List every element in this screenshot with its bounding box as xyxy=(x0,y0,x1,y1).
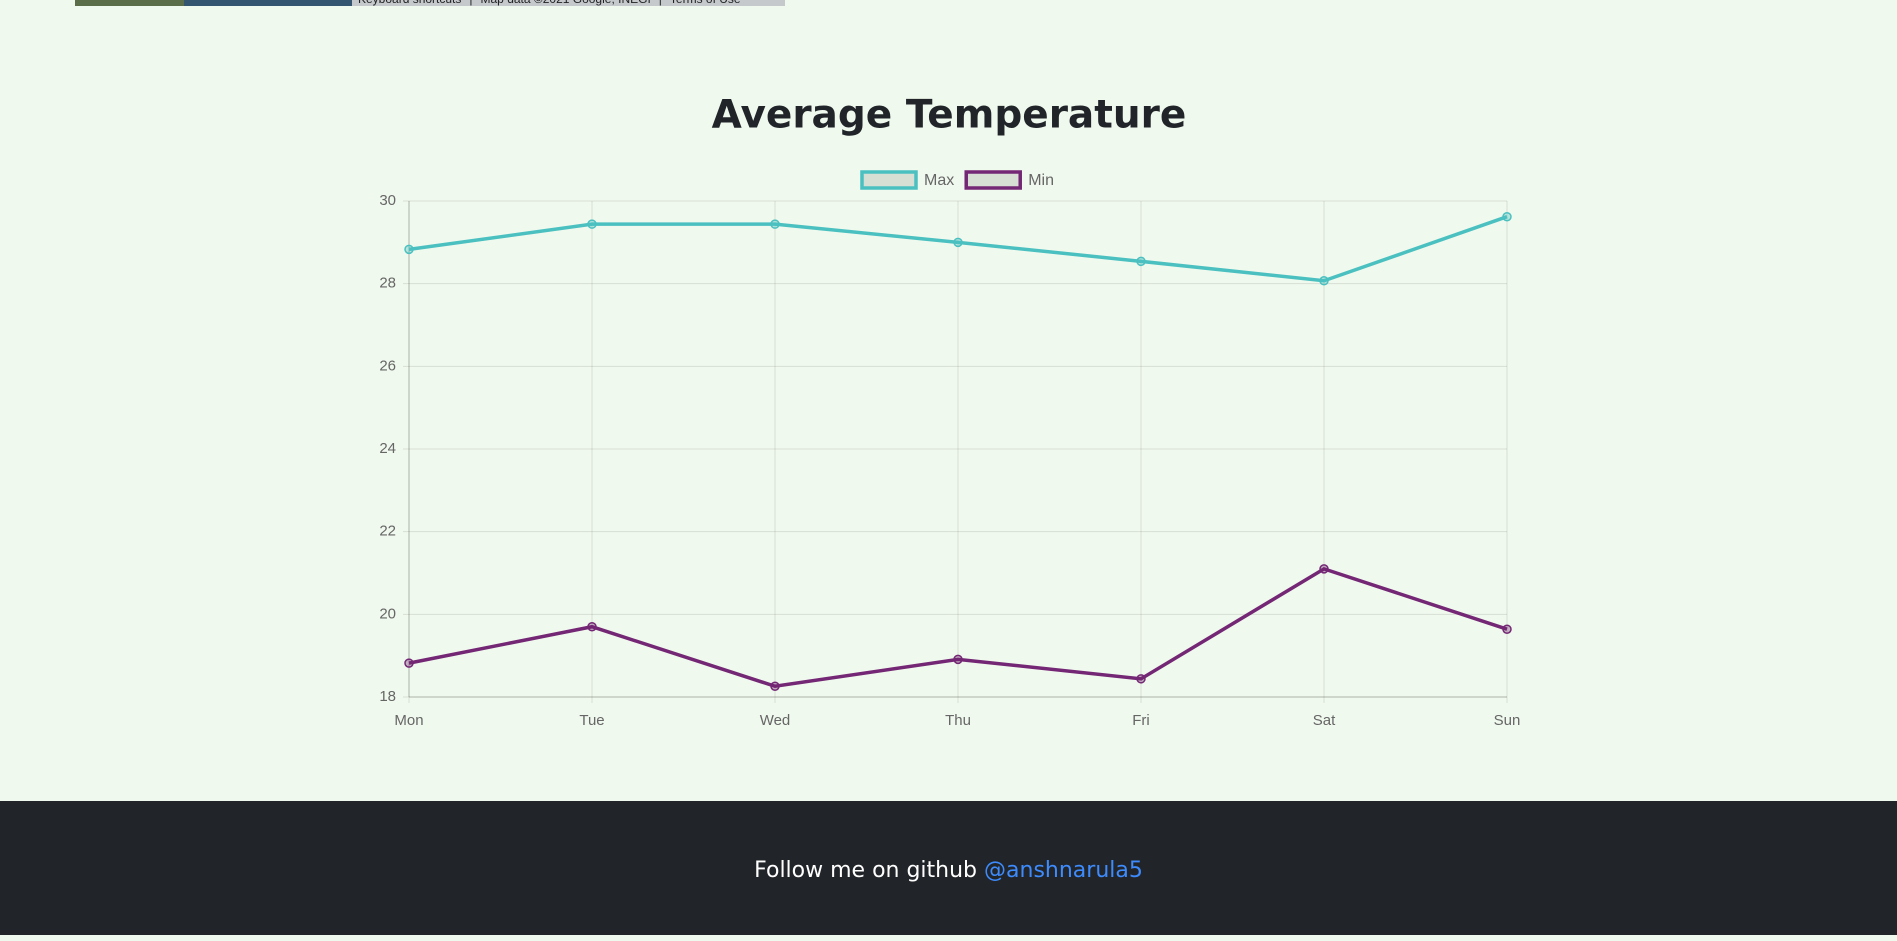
x-tick-label: Sun xyxy=(1494,712,1521,729)
point xyxy=(404,658,414,668)
point xyxy=(953,237,963,248)
y-tick-label: 20 xyxy=(379,605,396,622)
map-thumbnail[interactable] xyxy=(75,0,184,6)
y-tick-label: 26 xyxy=(379,357,396,374)
map-bar xyxy=(184,0,352,6)
x-tick-label: Fri xyxy=(1132,712,1150,729)
series-line xyxy=(408,566,1508,689)
point xyxy=(1319,276,1329,286)
x-tick-label: Wed xyxy=(760,712,791,729)
point xyxy=(587,621,597,632)
point xyxy=(1502,624,1512,634)
legend-swatch xyxy=(860,170,918,190)
y-tick-label: 24 xyxy=(379,440,396,457)
x-tick-label: Tue xyxy=(579,712,604,729)
legend-label: Min xyxy=(1028,172,1054,189)
point xyxy=(770,219,780,229)
point xyxy=(1136,674,1146,684)
point xyxy=(1502,211,1512,222)
point xyxy=(1136,256,1146,267)
attribution-item[interactable]: Keyboard shortcuts xyxy=(358,0,461,6)
point xyxy=(1319,564,1329,574)
x-tick-label: Thu xyxy=(945,712,971,729)
chart: Average Temperature 18 20 22 24 26 28 30 Mon Tue… xyxy=(379,93,1521,729)
y-tick-label: 18 xyxy=(379,688,396,705)
legend-swatch xyxy=(964,170,1022,190)
github-link[interactable]: @anshnarula5 xyxy=(984,858,1143,883)
y-tick-label: 22 xyxy=(379,523,396,540)
map-attribution: Keyboard shortcutsMap data ©2021 Google,… xyxy=(352,0,785,6)
footer: Follow me on github @anshnarula5 xyxy=(0,801,1897,935)
y-tick-label: 30 xyxy=(379,192,396,209)
series-line xyxy=(408,215,1508,283)
x-tick-label: Mon xyxy=(394,712,423,729)
legend-label: Max xyxy=(924,172,954,189)
chart-title: Average Temperature xyxy=(712,93,1187,138)
point xyxy=(404,244,414,255)
x-tick-label: Sat xyxy=(1313,712,1336,729)
footer-text: Follow me on github xyxy=(754,858,978,883)
map-strip: Keyboard shortcutsMap data ©2021 Google,… xyxy=(75,0,785,6)
point xyxy=(587,219,597,229)
y-tick-label: 28 xyxy=(379,275,396,292)
attribution-item: Map data ©2021 Google, INEGI xyxy=(461,0,650,6)
point xyxy=(953,654,963,665)
attribution-item[interactable]: Terms of Use xyxy=(651,0,741,6)
point xyxy=(770,681,780,692)
